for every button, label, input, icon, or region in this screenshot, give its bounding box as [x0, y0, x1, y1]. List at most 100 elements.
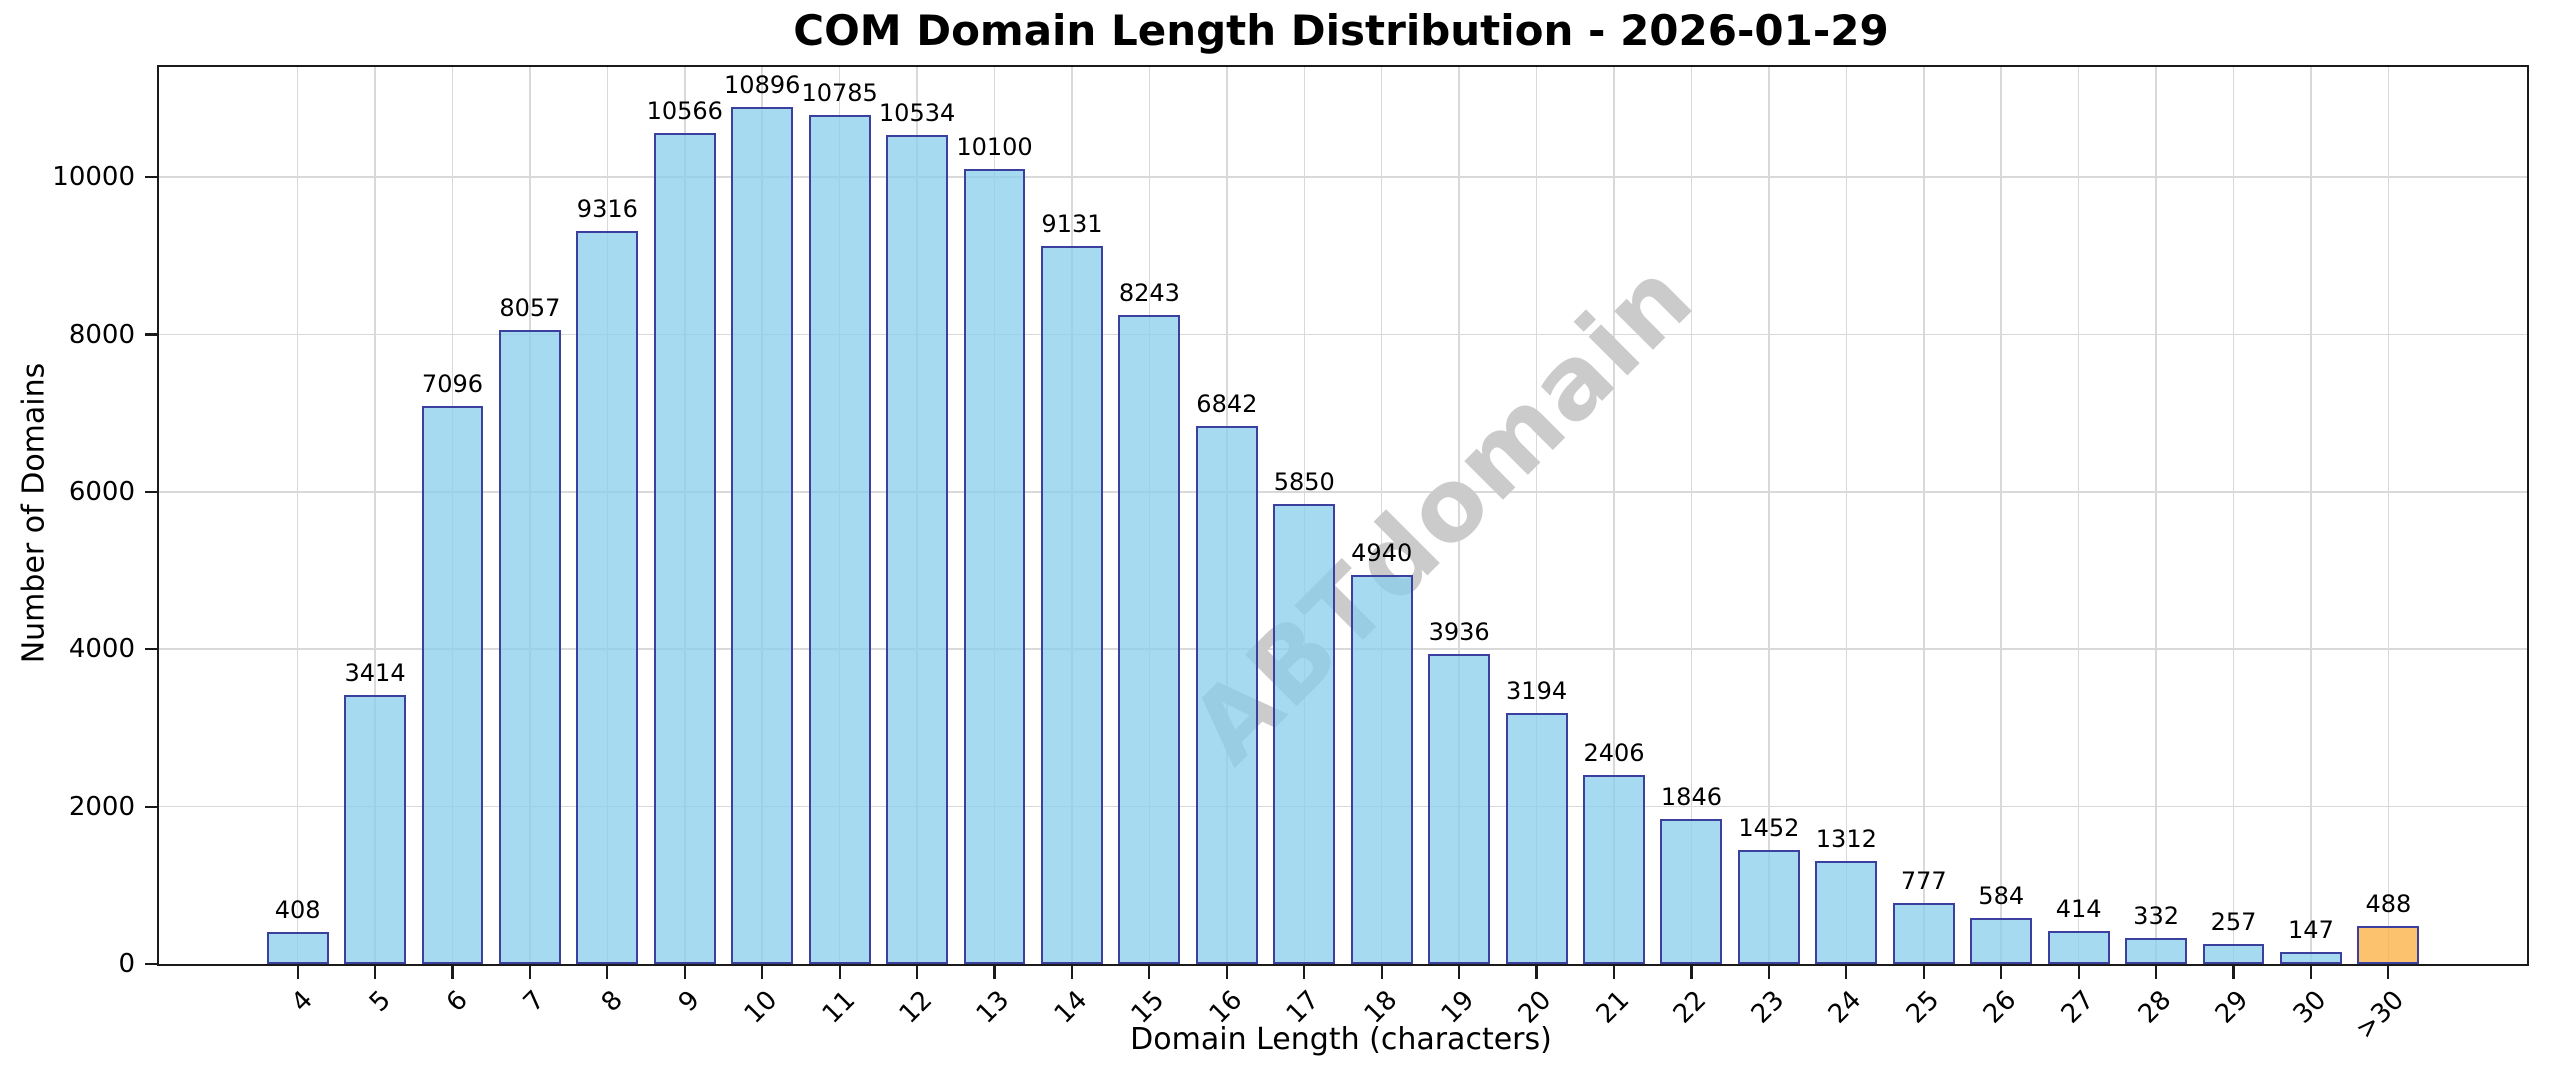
y-tick-mark [144, 176, 157, 179]
x-tick-mark [993, 966, 996, 979]
x-tick-label-text: 23 [1745, 985, 1791, 1030]
x-tick-mark [1535, 966, 1538, 979]
grid-line-vertical [1458, 67, 1460, 964]
grid-line-horizontal [159, 176, 2527, 178]
bar [266, 931, 329, 964]
bar [1660, 818, 1723, 964]
chart-title: COM Domain Length Distribution - 2026-01… [793, 6, 1889, 55]
bar-value-label: 2406 [1583, 738, 1645, 767]
bar-value-label: 10896 [724, 70, 801, 99]
x-tick-label-text: 5 [363, 985, 397, 1018]
y-tick-label: 2000 [68, 791, 135, 822]
grid-line-vertical [2310, 67, 2312, 964]
bar [1273, 503, 1336, 964]
x-tick-label-text: 6 [440, 985, 474, 1018]
bar-value-label: 584 [1978, 882, 2025, 911]
grid-line-vertical [374, 67, 376, 964]
bar-value-label: 1846 [1660, 782, 1722, 811]
y-tick-label: 10000 [52, 162, 135, 193]
x-tick-label-text: 10 [738, 985, 784, 1030]
grid-line-vertical [296, 67, 299, 964]
bar [1350, 575, 1413, 964]
bar-value-label: 10785 [801, 79, 878, 108]
x-tick-label-text: 14 [1048, 985, 1094, 1030]
bar [1195, 425, 1258, 964]
x-tick-mark [683, 966, 686, 979]
bar [1737, 849, 1800, 964]
grid-line-horizontal [159, 333, 2527, 336]
x-tick-mark [838, 966, 841, 979]
x-tick-mark [1303, 966, 1306, 979]
x-tick-mark [2309, 966, 2313, 979]
bar [498, 330, 561, 964]
bar-value-label: 488 [2365, 889, 2412, 918]
bar [1892, 902, 1955, 964]
x-axis-title: Domain Length (characters) [1130, 1022, 1552, 1057]
bar [1583, 774, 1645, 964]
bar [344, 695, 406, 964]
x-tick-mark [1225, 966, 1228, 979]
x-tick-label-text: 25 [1900, 985, 1945, 1030]
y-tick-mark [144, 490, 157, 493]
bar [886, 135, 949, 964]
x-tick-mark [2154, 966, 2158, 979]
bar [2202, 943, 2265, 964]
bar [1505, 712, 1568, 964]
x-tick-label-text: 4 [285, 985, 319, 1018]
bar [963, 169, 1026, 964]
bar-value-label: 257 [2210, 907, 2257, 936]
x-tick-label-text: 8 [595, 985, 629, 1018]
grid-line-horizontal [159, 648, 2527, 651]
x-tick-label-text: 30 [2287, 985, 2333, 1030]
y-tick-mark [144, 648, 157, 651]
x-tick-mark [1922, 966, 1925, 979]
x-tick-label-text: 7 [518, 985, 552, 1018]
grid-line-vertical [1923, 67, 1925, 964]
bar-value-label: 8243 [1118, 279, 1180, 308]
bar-value-label: 1312 [1815, 824, 1877, 853]
grid-line-vertical [1768, 67, 1770, 964]
y-tick-label: 0 [118, 949, 135, 979]
bar [2279, 952, 2342, 964]
bar [653, 132, 716, 964]
x-tick-mark [1458, 966, 1461, 979]
bar-highlight [2357, 925, 2420, 964]
bar-value-label: 7096 [421, 369, 484, 398]
bar-value-label: 9131 [1041, 209, 1103, 238]
bar [808, 115, 871, 964]
bar-value-label: 3194 [1506, 676, 1568, 705]
grid-line-vertical [1845, 67, 1848, 964]
bar-value-label: 6842 [1196, 389, 1258, 418]
x-tick-mark [2232, 966, 2235, 979]
x-tick-mark [1845, 966, 1848, 979]
x-tick-label-text: >30 [2349, 985, 2410, 1046]
x-tick-label-text: 13 [971, 985, 1016, 1030]
bar-value-label: 5850 [1273, 467, 1335, 496]
grid-line-vertical [2077, 67, 2080, 964]
x-tick-mark [1380, 966, 1383, 979]
y-tick-label: 6000 [68, 476, 135, 507]
bar-value-label: 408 [274, 895, 321, 924]
bar-value-label: 332 [2133, 901, 2179, 930]
bar [2125, 937, 2188, 964]
x-tick-mark [1148, 966, 1151, 979]
bar-value-label: 147 [2288, 916, 2334, 945]
bar-value-label: 4940 [1351, 539, 1413, 568]
bar [2047, 931, 2110, 964]
grid-line-vertical [2232, 67, 2235, 964]
x-tick-mark [2000, 966, 2003, 979]
grid-line-vertical [2387, 67, 2390, 964]
y-tick-label: 4000 [68, 634, 135, 665]
grid-line-horizontal [159, 491, 2527, 493]
x-tick-mark [1767, 966, 1770, 979]
grid-line-vertical [1613, 67, 1615, 964]
bar [1040, 245, 1103, 964]
x-tick-mark [2387, 966, 2390, 979]
x-tick-mark [606, 966, 609, 979]
bar-value-label: 10566 [646, 96, 723, 125]
x-tick-mark [916, 966, 919, 979]
grid-line-vertical [1690, 67, 1693, 964]
bar-value-label: 8057 [499, 294, 561, 323]
x-tick-label-text: 24 [1822, 985, 1868, 1030]
